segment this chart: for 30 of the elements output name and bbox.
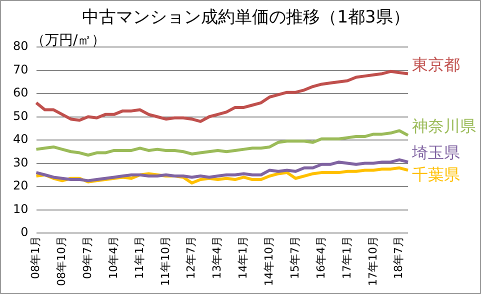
y-axis-title: （万円/㎡） (31, 32, 106, 49)
y-tick-label: 10 (12, 202, 28, 216)
x-tick-label: 10年4月 (106, 236, 120, 280)
y-tick-label: 40 (12, 132, 28, 146)
x-tick-label: 08年1月 (29, 236, 42, 280)
series-label: 千葉県 (412, 165, 460, 184)
x-tick-label: 14年10月 (262, 236, 276, 286)
x-tick-label: 12年7月 (184, 236, 198, 280)
y-tick-label: 80 (12, 39, 28, 54)
x-tick-label: 13年4月 (210, 236, 224, 280)
x-tick-label: 14年1月 (236, 236, 250, 280)
series-label: 神奈川県 (412, 116, 476, 136)
x-tick-label: 11年10月 (158, 236, 172, 286)
y-tick-label: 60 (12, 86, 28, 100)
chart-title: 中古マンション成約単価の推移（1都3県） (82, 7, 410, 28)
x-tick-label: 15年7月 (288, 236, 302, 280)
x-tick-label: 16年4月 (314, 236, 328, 280)
series-label: 東京都 (412, 54, 460, 74)
x-tick-label: 08年10月 (55, 236, 68, 286)
y-tick-label: 0 (20, 225, 28, 240)
x-tick-label: 17年10月 (366, 236, 380, 286)
x-tick-label: 17年1月 (340, 236, 354, 280)
y-tick-label: 70 (12, 62, 28, 76)
x-tick-label: 09年7月 (81, 236, 94, 280)
y-tick-label: 30 (12, 155, 28, 170)
series-label: 埼玉県 (411, 143, 460, 162)
x-tick-label: 18年7月 (392, 236, 406, 280)
y-tick-label: 20 (12, 178, 28, 193)
y-tick-label: 50 (12, 108, 28, 123)
x-tick-label: 11年1月 (132, 236, 146, 280)
